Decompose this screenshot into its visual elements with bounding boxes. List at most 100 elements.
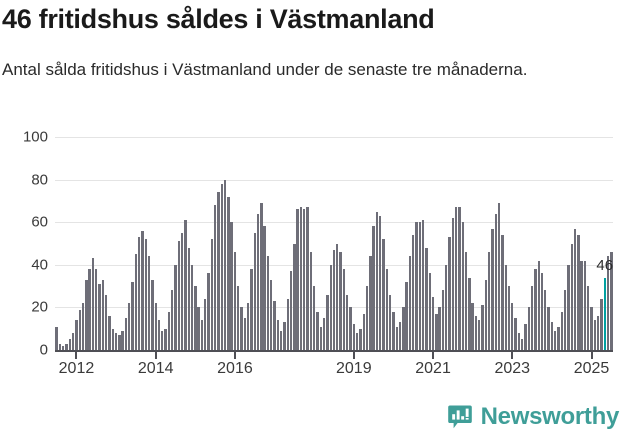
bar bbox=[497, 203, 501, 350]
bar bbox=[583, 260, 587, 350]
bar bbox=[557, 326, 560, 350]
y-axis-tick-label: 80 bbox=[31, 171, 48, 189]
bar bbox=[322, 318, 326, 350]
bar bbox=[104, 294, 108, 350]
logo-text: Newsworthy bbox=[480, 403, 620, 430]
x-axis-tick-label: 2019 bbox=[336, 360, 372, 377]
bar bbox=[237, 286, 240, 350]
bar bbox=[521, 339, 524, 350]
bar bbox=[213, 205, 217, 350]
bar bbox=[464, 252, 468, 350]
bar bbox=[319, 326, 322, 350]
bar bbox=[560, 311, 563, 350]
bar bbox=[441, 290, 445, 350]
bar bbox=[491, 228, 494, 350]
bar bbox=[365, 286, 369, 350]
bar bbox=[144, 239, 147, 350]
bar bbox=[570, 243, 573, 350]
bar bbox=[266, 256, 270, 350]
y-axis: 0 20 40 60 80 100 bbox=[0, 129, 48, 359]
bar bbox=[85, 279, 88, 350]
bar bbox=[379, 215, 382, 350]
bar bbox=[98, 283, 101, 350]
bar bbox=[600, 298, 603, 350]
bar bbox=[428, 273, 431, 350]
bar bbox=[468, 277, 471, 350]
x-axis-tick bbox=[233, 352, 236, 359]
bar bbox=[355, 332, 359, 350]
bar bbox=[580, 260, 583, 350]
bar bbox=[415, 222, 418, 350]
bar bbox=[474, 315, 478, 350]
bar bbox=[352, 324, 355, 350]
bar bbox=[339, 252, 342, 350]
bar-highlighted bbox=[603, 277, 606, 350]
bar bbox=[606, 256, 610, 350]
bar bbox=[431, 296, 435, 350]
bar bbox=[147, 256, 151, 350]
bar bbox=[207, 273, 210, 350]
bar bbox=[190, 264, 194, 350]
bar bbox=[200, 320, 204, 350]
bar bbox=[454, 207, 458, 350]
bar bbox=[141, 230, 144, 350]
bar bbox=[435, 313, 438, 350]
bar bbox=[220, 183, 223, 350]
bar bbox=[157, 320, 161, 350]
bar bbox=[124, 318, 128, 350]
bar bbox=[134, 254, 138, 350]
bar bbox=[283, 322, 286, 350]
bar bbox=[263, 226, 266, 350]
bar bbox=[590, 307, 593, 350]
highlight-value-label: 46 bbox=[596, 256, 614, 274]
bar bbox=[481, 305, 484, 350]
bar bbox=[438, 307, 441, 350]
bar bbox=[217, 192, 220, 350]
bar bbox=[164, 328, 167, 350]
x-axis-labels: 2012 2014 2016 2019 2021 2023 2025 bbox=[55, 360, 613, 386]
bar bbox=[596, 315, 600, 350]
bar bbox=[138, 237, 141, 350]
bar bbox=[507, 286, 511, 350]
bar bbox=[81, 303, 85, 350]
x-axis-ticks bbox=[55, 352, 613, 360]
bar bbox=[382, 239, 385, 350]
bar bbox=[276, 320, 280, 350]
bar bbox=[395, 326, 398, 350]
bar bbox=[118, 335, 121, 350]
bar bbox=[296, 209, 299, 350]
bar bbox=[478, 320, 481, 350]
bar bbox=[58, 343, 62, 350]
bar bbox=[316, 311, 319, 350]
bar bbox=[534, 269, 537, 350]
bar bbox=[494, 213, 497, 350]
y-axis-tick-label: 100 bbox=[22, 128, 48, 146]
bar bbox=[161, 330, 164, 350]
gridline bbox=[55, 222, 613, 224]
bar bbox=[362, 313, 365, 350]
bar bbox=[524, 324, 527, 350]
bar bbox=[445, 264, 448, 350]
bar bbox=[359, 328, 362, 350]
bar bbox=[514, 318, 517, 350]
bar bbox=[71, 332, 75, 350]
bar bbox=[177, 241, 180, 350]
bar bbox=[369, 256, 372, 350]
bar bbox=[253, 232, 256, 350]
bar bbox=[204, 298, 207, 350]
bar bbox=[336, 243, 339, 350]
bar bbox=[544, 290, 547, 350]
bar bbox=[270, 279, 273, 350]
bar-chart-speech-bubble-icon bbox=[447, 405, 472, 429]
bar bbox=[184, 220, 187, 350]
gridline bbox=[55, 179, 613, 181]
page-title: 46 fritidshus såldes i Västmanland bbox=[2, 4, 435, 34]
bar bbox=[504, 264, 507, 350]
bar bbox=[154, 303, 157, 350]
bar bbox=[372, 226, 375, 350]
bar bbox=[194, 286, 197, 350]
bar bbox=[405, 281, 408, 350]
bar bbox=[256, 213, 260, 350]
bar bbox=[329, 264, 332, 350]
bar bbox=[567, 264, 570, 350]
